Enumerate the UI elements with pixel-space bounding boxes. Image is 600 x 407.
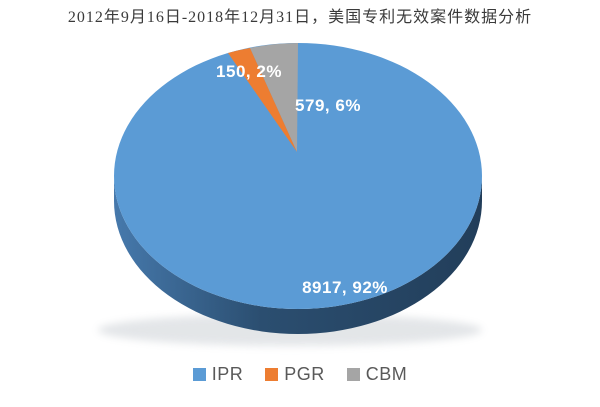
data-label-pgr: 150, 2% <box>216 62 282 81</box>
chart-title: 2012年9月16日-2018年12月31日，美国专利无效案件数据分析 <box>67 9 533 26</box>
legend: IPR PGR CBM <box>0 365 600 383</box>
data-label-cbm: 579, 6% <box>295 96 361 115</box>
pie-side <box>114 176 482 334</box>
legend-item-ipr: IPR <box>192 364 244 384</box>
pie-slice-cbm <box>250 43 298 152</box>
legend-label-ipr: IPR <box>211 364 244 384</box>
legend-item-cbm: CBM <box>346 364 408 384</box>
legend-swatch-ipr <box>192 367 206 381</box>
legend-swatch-pgr <box>265 367 279 381</box>
legend-item-pgr: PGR <box>265 365 325 383</box>
legend-label-pgr: PGR <box>284 364 325 384</box>
pie-slice-ipr <box>114 43 482 309</box>
pie-slice-pgr <box>228 48 297 152</box>
data-label-ipr: 8917, 92% <box>302 278 388 297</box>
legend-swatch-cbm <box>346 367 360 381</box>
legend-label-cbm: CBM <box>365 364 408 384</box>
